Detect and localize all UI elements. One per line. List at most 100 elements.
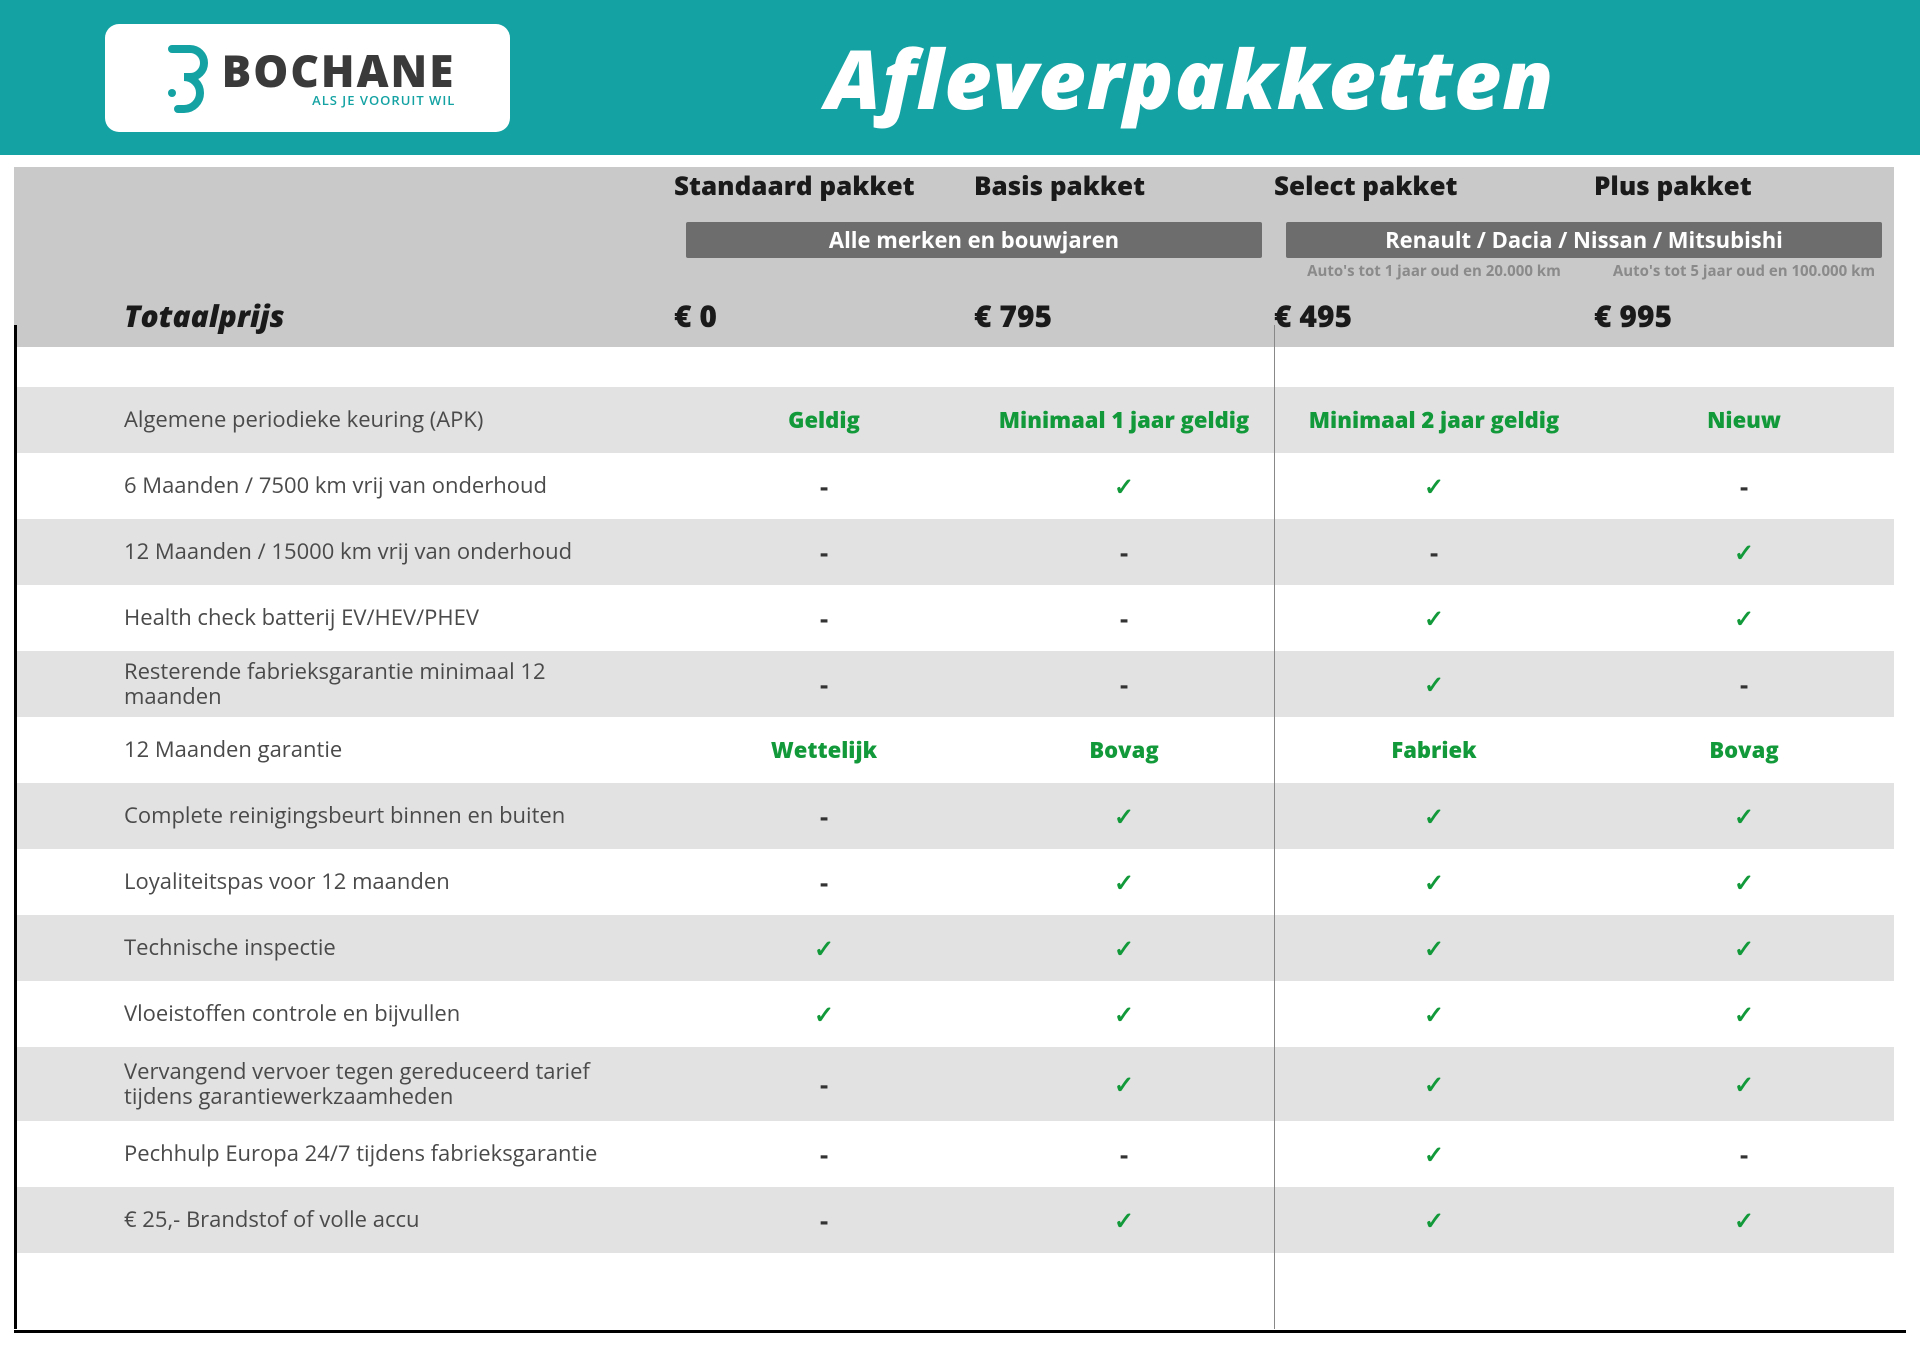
check-icon: ✓ bbox=[1114, 932, 1134, 965]
feature-value: ✓ bbox=[1594, 585, 1894, 651]
logo-icon bbox=[160, 43, 208, 113]
header-blank bbox=[14, 261, 674, 295]
feature-value: - bbox=[674, 849, 974, 915]
feature-value: - bbox=[674, 519, 974, 585]
logo-tagline: ALS JE VOORUIT WIL bbox=[312, 94, 455, 107]
left-border bbox=[14, 325, 17, 1329]
feature-value: ✓ bbox=[974, 1187, 1274, 1253]
feature-label: Resterende fabrieksgarantie minimaal 12 … bbox=[14, 651, 674, 717]
check-icon: ✓ bbox=[1734, 602, 1754, 635]
feature-value: ✓ bbox=[1274, 453, 1594, 519]
check-icon: ✓ bbox=[1114, 1204, 1134, 1237]
column-group-divider bbox=[1274, 325, 1275, 1329]
feature-value: ✓ bbox=[1594, 1187, 1894, 1253]
spacer bbox=[674, 347, 974, 387]
feature-value: - bbox=[1594, 651, 1894, 717]
dash-icon: - bbox=[820, 798, 828, 834]
feature-value: - bbox=[1274, 519, 1594, 585]
check-icon: ✓ bbox=[1424, 1138, 1444, 1171]
feature-value: Bovag bbox=[974, 717, 1274, 783]
feature-label: Pechhulp Europa 24/7 tijdens fabrieksgar… bbox=[14, 1121, 674, 1187]
dash-icon: - bbox=[820, 600, 828, 636]
feature-value: Nieuw bbox=[1594, 387, 1894, 453]
dash-icon: - bbox=[1120, 1136, 1128, 1172]
dash-icon: - bbox=[1120, 666, 1128, 702]
sub-banner-left: Alle merken en bouwjaren bbox=[686, 222, 1262, 258]
col-note-standaard bbox=[674, 261, 974, 295]
feature-value: ✓ bbox=[1274, 651, 1594, 717]
dash-icon: - bbox=[1740, 666, 1748, 702]
table: Standaard pakket Basis pakket Select pak… bbox=[0, 155, 1920, 1359]
col-note-basis bbox=[974, 261, 1274, 295]
check-icon: ✓ bbox=[1424, 998, 1444, 1031]
value-text: Wettelijk bbox=[771, 735, 877, 765]
feature-value: - bbox=[674, 1187, 974, 1253]
value-text: Minimaal 1 jaar geldig bbox=[999, 405, 1249, 435]
feature-value: ✓ bbox=[1594, 849, 1894, 915]
check-icon: ✓ bbox=[1114, 998, 1134, 1031]
value-text: Fabriek bbox=[1391, 735, 1476, 765]
value-text: Minimaal 2 jaar geldig bbox=[1309, 405, 1559, 435]
logo-text: BOCHANE ALS JE VOORUIT WIL bbox=[222, 48, 456, 107]
feature-value: ✓ bbox=[1274, 915, 1594, 981]
header: BOCHANE ALS JE VOORUIT WIL Afleverpakket… bbox=[0, 0, 1920, 155]
dash-icon: - bbox=[1120, 600, 1128, 636]
check-icon: ✓ bbox=[1114, 470, 1134, 503]
feature-value: ✓ bbox=[1594, 783, 1894, 849]
price-select: € 495 bbox=[1274, 295, 1594, 347]
header-blank bbox=[14, 167, 674, 219]
feature-value: ✓ bbox=[1594, 519, 1894, 585]
feature-value: ✓ bbox=[1274, 981, 1594, 1047]
check-icon: ✓ bbox=[1424, 866, 1444, 899]
feature-value: - bbox=[974, 585, 1274, 651]
feature-value: ✓ bbox=[974, 453, 1274, 519]
header-blank bbox=[14, 219, 674, 261]
feature-value: Minimaal 1 jaar geldig bbox=[974, 387, 1274, 453]
feature-value: ✓ bbox=[1274, 1047, 1594, 1121]
logo-card: BOCHANE ALS JE VOORUIT WIL bbox=[105, 24, 510, 132]
feature-value: - bbox=[1594, 1121, 1894, 1187]
bottom-border bbox=[14, 1330, 1906, 1333]
feature-value: Fabriek bbox=[1274, 717, 1594, 783]
dash-icon: - bbox=[1120, 534, 1128, 570]
col-head-basis: Basis pakket bbox=[974, 167, 1274, 219]
check-icon: ✓ bbox=[1734, 536, 1754, 569]
dash-icon: - bbox=[820, 1136, 828, 1172]
value-text: Geldig bbox=[788, 405, 860, 435]
check-icon: ✓ bbox=[1424, 1204, 1444, 1237]
total-label: Totaalprijs bbox=[14, 295, 674, 347]
feature-value: Bovag bbox=[1594, 717, 1894, 783]
feature-value: - bbox=[674, 1047, 974, 1121]
feature-value: - bbox=[674, 651, 974, 717]
check-icon: ✓ bbox=[1734, 800, 1754, 833]
check-icon: ✓ bbox=[1424, 602, 1444, 635]
feature-value: Wettelijk bbox=[674, 717, 974, 783]
value-text: Bovag bbox=[1089, 735, 1158, 765]
feature-value: ✓ bbox=[674, 981, 974, 1047]
col-head-select: Select pakket bbox=[1274, 167, 1594, 219]
check-icon: ✓ bbox=[1424, 800, 1444, 833]
spacer bbox=[1274, 347, 1594, 387]
feature-label: Technische inspectie bbox=[14, 915, 674, 981]
feature-value: - bbox=[674, 783, 974, 849]
feature-label: Algemene periodieke keuring (APK) bbox=[14, 387, 674, 453]
check-icon: ✓ bbox=[1114, 800, 1134, 833]
price-basis: € 795 bbox=[974, 295, 1274, 347]
feature-label: 12 Maanden / 15000 km vrij van onderhoud bbox=[14, 519, 674, 585]
check-icon: ✓ bbox=[1734, 1068, 1754, 1101]
feature-value: ✓ bbox=[1274, 1121, 1594, 1187]
feature-value: ✓ bbox=[1274, 783, 1594, 849]
page: BOCHANE ALS JE VOORUIT WIL Afleverpakket… bbox=[0, 0, 1920, 1359]
dash-icon: - bbox=[820, 1202, 828, 1238]
feature-value: ✓ bbox=[1594, 915, 1894, 981]
price-standaard: € 0 bbox=[674, 295, 974, 347]
feature-value: ✓ bbox=[974, 783, 1274, 849]
dash-icon: - bbox=[820, 1066, 828, 1102]
feature-value: ✓ bbox=[674, 915, 974, 981]
dash-icon: - bbox=[1740, 468, 1748, 504]
dash-icon: - bbox=[820, 864, 828, 900]
check-icon: ✓ bbox=[1424, 668, 1444, 701]
check-icon: ✓ bbox=[1424, 1068, 1444, 1101]
page-title: Afleverpakketten bbox=[510, 22, 1870, 134]
price-plus: € 995 bbox=[1594, 295, 1894, 347]
